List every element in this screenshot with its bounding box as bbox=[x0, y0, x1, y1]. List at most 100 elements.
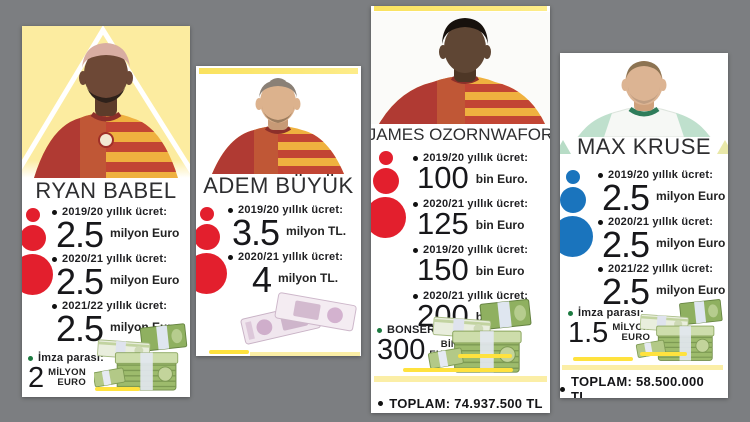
green-triangle-accent bbox=[560, 140, 571, 154]
transfer-fee-value: 300 bbox=[377, 334, 426, 366]
accent-circle-small bbox=[378, 151, 393, 165]
player-name-text: ADEM BÜYÜK bbox=[203, 173, 354, 198]
salary-row: 2021/22 yıllık ücret: 2.5 milyon Euro bbox=[598, 263, 725, 312]
green-bullet-icon bbox=[377, 327, 382, 333]
yellow-underline bbox=[403, 368, 513, 372]
triangle-outline-decoration bbox=[22, 26, 190, 174]
season-label: 2019/20 yıllık ücret: bbox=[423, 152, 529, 164]
accent-circle-medium bbox=[22, 225, 46, 251]
accent-circle-large bbox=[560, 216, 593, 257]
player-name-text: MAX KRUSE bbox=[576, 134, 712, 159]
player-card-max-kruse: MAX KRUSE 2019/20 yıllık ücret: 2.5 milyo… bbox=[560, 53, 728, 398]
season-label: 2020/21 yıllık ücret: bbox=[608, 216, 714, 228]
player-illustration bbox=[212, 78, 344, 174]
player-photo-area bbox=[560, 53, 728, 137]
season-label: 2021/22 yıllık ücret: bbox=[62, 300, 168, 312]
player-photo-area bbox=[371, 12, 550, 124]
accent-circle-medium bbox=[196, 224, 220, 250]
accent-circle-large bbox=[22, 254, 53, 295]
accent-circles bbox=[560, 170, 593, 257]
accent-circle-large bbox=[196, 253, 227, 294]
salary-value: 100 bbox=[417, 160, 469, 195]
salary-value: 125 bbox=[417, 206, 469, 241]
salary-row: 2020/21 yıllık ücret: 125 bin Euro bbox=[413, 198, 546, 244]
salary-unit: bin Euro. bbox=[475, 172, 528, 186]
yellow-underline bbox=[95, 387, 140, 391]
accent-circle-large bbox=[371, 197, 406, 238]
player-illustration bbox=[379, 18, 545, 124]
salary-unit: milyon TL. bbox=[286, 224, 347, 238]
yellow-underline bbox=[209, 350, 249, 354]
accent-circle-small bbox=[565, 170, 580, 184]
salary-row: 2020/21 yıllık ücret: 4 milyon TL. bbox=[228, 251, 357, 298]
player-illustration bbox=[34, 43, 178, 178]
bullet-icon bbox=[228, 207, 233, 213]
bullet-icon bbox=[228, 254, 233, 260]
salary-value: 150 bbox=[417, 252, 469, 287]
signing-fee-unit: EURO bbox=[57, 376, 87, 388]
signing-fee-value: 2 bbox=[28, 362, 45, 394]
signing-fee-unit: MİLYON bbox=[48, 367, 87, 378]
player-name-text: RYAN BABEL bbox=[35, 178, 177, 203]
pale-yellow-bar bbox=[562, 365, 723, 370]
signing-fee-block: İmza parası: 2 MİLYON EURO bbox=[28, 352, 104, 393]
salary-unit: bin Euro bbox=[475, 264, 525, 278]
salary-unit: milyon Euro bbox=[656, 189, 726, 203]
season-label: 2020/21 yıllık ücret: bbox=[423, 198, 529, 210]
bullet-icon bbox=[413, 247, 418, 253]
salary-value: 2.5 bbox=[602, 271, 650, 312]
yellow-top-bar bbox=[199, 68, 358, 74]
player-illustration bbox=[577, 61, 711, 137]
player-name: RYAN BABEL bbox=[22, 178, 190, 204]
salary-unit: bin Euro bbox=[475, 218, 525, 232]
salary-value: 2.5 bbox=[602, 177, 650, 218]
accent-circle-small bbox=[199, 207, 214, 221]
salary-unit: milyon TL. bbox=[278, 271, 339, 285]
salary-row: 2020/21 yıllık ücret: 2.5 milyon Euro bbox=[598, 216, 726, 265]
player-name: MAX KRUSE bbox=[560, 134, 728, 160]
signing-fee-unit: EURO bbox=[621, 331, 651, 343]
salary-row: 2019/20 yıllık ücret: 2.5 milyon Euro bbox=[52, 206, 186, 253]
salary-row: 2019/20 yıllık ücret: 100 bin Euro. bbox=[413, 152, 546, 198]
lira-banknotes-icon bbox=[239, 291, 358, 346]
salary-rows: 2019/20 yıllık ücret: 3.5 milyon TL. 2020… bbox=[228, 204, 357, 298]
total-line: TOPLAM: 58.500.000 TL. bbox=[560, 374, 728, 398]
salary-value: 3.5 bbox=[232, 212, 280, 253]
accent-circles bbox=[371, 151, 406, 238]
salary-value: 2.5 bbox=[602, 224, 650, 265]
salary-unit: milyon Euro bbox=[656, 236, 726, 250]
pale-yellow-bar bbox=[250, 352, 360, 356]
salary-row: 2020/21 yıllık ücret: 2.5 milyon Euro bbox=[52, 253, 186, 300]
signing-fee-label: İmza parası: bbox=[578, 307, 644, 319]
yellow-underline bbox=[640, 352, 687, 356]
player-name-text: JAMES OZORNWAFOR bbox=[371, 125, 550, 144]
bullet-icon bbox=[413, 155, 418, 161]
season-label: 2019/20 yıllık ücret: bbox=[62, 206, 168, 218]
salary-value: 2.5 bbox=[56, 308, 104, 349]
yellow-underline bbox=[458, 354, 512, 358]
accent-circle-small bbox=[25, 208, 40, 222]
salary-value: 2.5 bbox=[56, 214, 104, 255]
yellow-underline bbox=[573, 357, 633, 361]
season-label: 2019/20 yıllık ücret: bbox=[238, 204, 344, 216]
season-label: 2021/22 yıllık ücret: bbox=[608, 263, 714, 275]
season-label: 2020/21 yıllık ücret: bbox=[62, 253, 168, 265]
total-text: TOPLAM: 58.500.000 TL. bbox=[571, 374, 705, 398]
player-card-adem-buyuk: ADEM BÜYÜK 2019/20 yıllık ücret: 3.5 mily… bbox=[196, 66, 361, 356]
season-label: 2019/20 yıllık ücret: bbox=[423, 244, 529, 256]
bullet-icon bbox=[598, 266, 603, 272]
signing-fee-block: İmza parası: 1.5 MİLYON EURO bbox=[568, 307, 650, 348]
bullet-icon bbox=[52, 303, 57, 309]
salary-rows: 2019/20 yıllık ücret: 2.5 milyon Euro 202… bbox=[52, 206, 186, 347]
transfer-fee-unit: BİN bbox=[440, 339, 459, 350]
green-bullet-icon bbox=[568, 310, 573, 316]
season-label: 2020/21 yıllık ücret: bbox=[238, 251, 344, 263]
salary-row: 2019/20 yıllık ücret: 150 bin Euro bbox=[413, 244, 546, 290]
accent-circle-medium bbox=[560, 187, 586, 213]
player-card-ryan-babel: RYAN BABEL 2019/20 yıllık ücret: 2.5 mily… bbox=[22, 26, 190, 397]
total-line: TOPLAM: 74.937.500 TL bbox=[371, 396, 550, 411]
euro-banknotes-icon bbox=[635, 298, 723, 362]
accent-circle-medium bbox=[372, 168, 399, 194]
bullet-icon bbox=[52, 256, 57, 262]
